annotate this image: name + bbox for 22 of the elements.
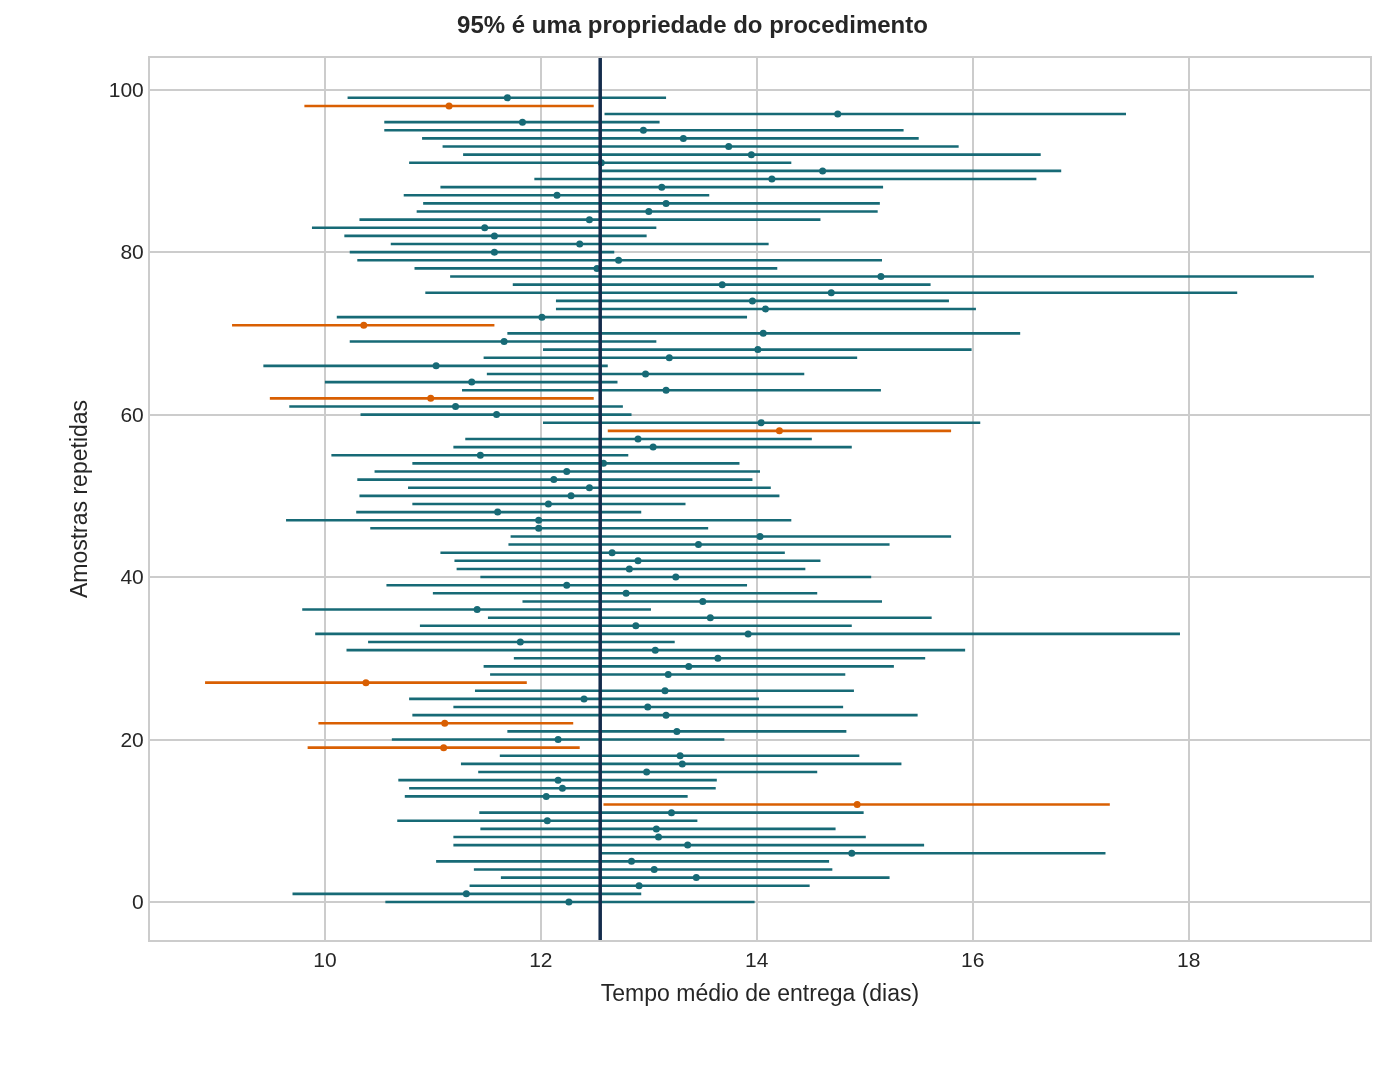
y-axis-title: Amostras repetidas [65,399,92,599]
y-tick-label: 40 [120,565,144,589]
y-tick-label: 60 [120,402,144,426]
chart-title: 95% é uma propriedade do procedimento [457,10,928,38]
point [775,427,783,435]
x-tick-label: 10 [313,948,337,972]
y-tick-label: 100 [108,78,144,102]
point [360,321,368,329]
x-tick-label: 16 [961,948,985,972]
x-tick-label: 14 [745,948,769,972]
point [445,102,453,110]
point [441,719,449,727]
y-tick-label: 80 [120,240,144,264]
point [853,801,861,809]
x-axis-title: Tempo médio de entrega (dias) [600,980,920,1007]
y-tick-label: 0 [132,890,144,914]
point [440,744,448,752]
point [427,394,435,402]
x-tick-label: 18 [1176,948,1201,972]
y-tick-label: 20 [120,727,144,751]
x-tick-label: 12 [529,948,553,972]
point [362,679,370,687]
